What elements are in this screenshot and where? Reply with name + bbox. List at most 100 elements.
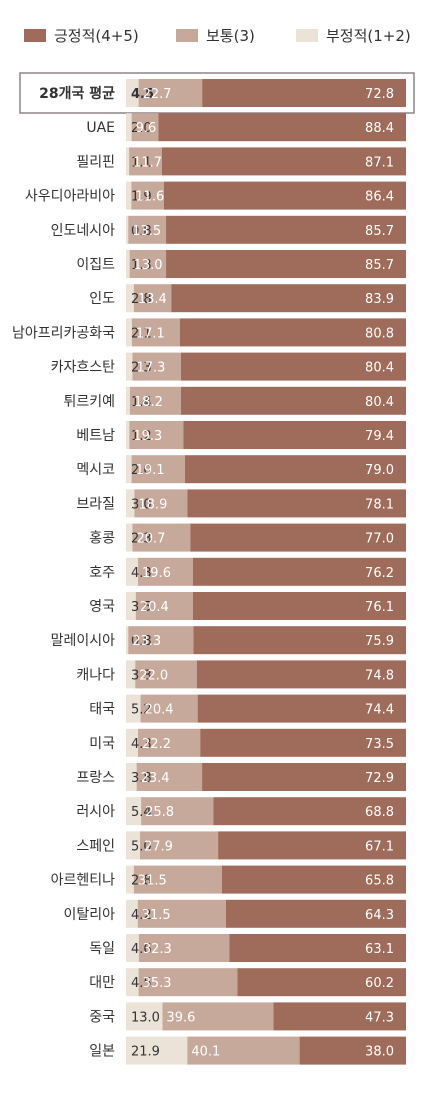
category-label: 카자흐스탄 <box>51 360 116 376</box>
value-label-positive: 72.8 <box>365 87 394 102</box>
value-label-neutral: 22.0 <box>139 668 168 683</box>
value-label-negative: 4.5 <box>131 87 154 102</box>
value-label-neutral: 19.3 <box>133 429 162 444</box>
legend-label-positive: 긍정적(4+5) <box>54 27 139 45</box>
value-label-positive: 64.3 <box>365 908 394 923</box>
bar-positive <box>185 455 406 484</box>
value-label-neutral: 25.8 <box>145 805 174 820</box>
category-label: 독일 <box>89 941 115 957</box>
value-label-negative: 2.0 <box>131 121 152 136</box>
value-label-negative: 13.0 <box>131 1010 160 1025</box>
bar-positive <box>183 421 406 449</box>
value-label-neutral: 32.3 <box>143 942 172 957</box>
value-label-neutral: 9.6 <box>136 121 157 136</box>
value-label-positive: 73.5 <box>365 737 394 752</box>
value-label-positive: 74.8 <box>365 668 394 683</box>
bar-positive <box>166 215 406 244</box>
value-label-neutral: 11.6 <box>135 190 164 205</box>
value-label-neutral: 35.3 <box>143 976 172 991</box>
value-label-negative: 0.8 <box>131 634 152 649</box>
value-label-neutral: 17.3 <box>136 361 165 376</box>
value-label-negative: 5.4 <box>131 805 152 820</box>
value-label-neutral: 17.1 <box>136 326 165 341</box>
bar-row: 필리핀 1.111.7 87.1 <box>76 147 406 176</box>
bar-positive <box>273 1002 406 1031</box>
category-label: 스페인 <box>76 838 115 854</box>
bar-positive <box>190 523 406 552</box>
bar-neutral <box>135 660 197 689</box>
value-label-negative: 3.3 <box>131 668 152 683</box>
bar-row: 대만 4.535.3 60.2 <box>89 968 406 997</box>
category-label: 러시아 <box>76 804 115 820</box>
value-label-neutral: 23.3 <box>132 634 161 649</box>
value-label-neutral: 18.2 <box>134 395 163 410</box>
category-label: 홍콩 <box>89 531 115 547</box>
value-label-negative: 2.1 <box>131 326 152 341</box>
bar-positive <box>200 728 406 757</box>
legend-swatch-neutral <box>176 29 198 42</box>
bar-row: 스페인 5.027.9 67.1 <box>76 831 406 860</box>
bar-neutral <box>138 728 201 757</box>
value-label-neutral: 13.4 <box>138 292 167 307</box>
bar-positive <box>180 352 406 381</box>
bar-neutral <box>133 284 172 313</box>
value-label-negative: 4.3 <box>131 566 152 581</box>
bar-negative <box>126 489 135 518</box>
bar-negative <box>126 660 136 689</box>
bar-row: 브라질 3.018.9 78.1 <box>76 489 406 518</box>
value-label-negative: 2.8 <box>131 874 152 889</box>
value-label-neutral: 39.6 <box>166 1010 195 1025</box>
bar-neutral <box>134 489 188 518</box>
bar-neutral <box>141 797 214 826</box>
bar-negative <box>126 386 130 415</box>
bar-negative <box>126 318 132 347</box>
value-label-positive: 65.8 <box>365 874 394 889</box>
bar-negative <box>126 763 137 791</box>
bar-neutral <box>132 523 191 552</box>
bar-neutral <box>162 1002 274 1031</box>
category-label: 일본 <box>89 1044 115 1060</box>
bar-neutral <box>138 934 230 962</box>
value-label-negative: 5.0 <box>131 839 152 854</box>
bar-neutral <box>131 318 180 347</box>
bar-neutral <box>133 865 222 894</box>
value-label-negative: 2.8 <box>131 292 152 307</box>
bar-negative <box>126 1036 188 1065</box>
category-label: 호주 <box>89 565 115 581</box>
bar-negative <box>126 831 140 860</box>
bar-positive <box>171 284 406 313</box>
bar-neutral <box>131 455 186 484</box>
bar-positive <box>192 557 406 586</box>
value-label-negative: 2.3 <box>131 532 152 547</box>
bar-row: 미국 4.322.2 73.5 <box>89 728 406 757</box>
value-label-negative: 3.5 <box>131 600 152 615</box>
category-label: 말레이시아 <box>51 633 116 649</box>
bar-positive <box>179 318 406 347</box>
bar-neutral <box>128 626 194 655</box>
value-label-negative: 4.6 <box>131 942 152 957</box>
bar-negative <box>126 899 138 928</box>
value-label-positive: 87.1 <box>365 155 394 170</box>
category-label: 이탈리아 <box>63 907 115 923</box>
bar-negative <box>126 728 139 757</box>
value-label-positive: 79.4 <box>365 429 394 444</box>
bar-negative <box>126 797 142 826</box>
bar-negative <box>126 626 129 655</box>
value-label-neutral: 20.4 <box>145 703 174 718</box>
bar-row: 중국 13.0 39.6 47.3 <box>89 1002 406 1031</box>
category-label: 필리핀 <box>76 154 115 170</box>
value-label-negative: 4.3 <box>131 737 152 752</box>
category-label: 아르헨티나 <box>51 873 116 889</box>
bar-neutral <box>129 386 181 415</box>
value-label-positive: 76.1 <box>365 600 394 615</box>
value-label-neutral: 27.9 <box>144 839 173 854</box>
value-label-negative: 5.2 <box>131 703 152 718</box>
bar-negative <box>126 79 139 107</box>
category-label: 영국 <box>89 599 115 615</box>
bar-row: 인도 2.813.4 83.9 <box>89 284 406 313</box>
bar-negative <box>126 181 132 210</box>
bar-positive <box>237 968 406 997</box>
legend-label-neutral: 보통(3) <box>206 27 255 45</box>
